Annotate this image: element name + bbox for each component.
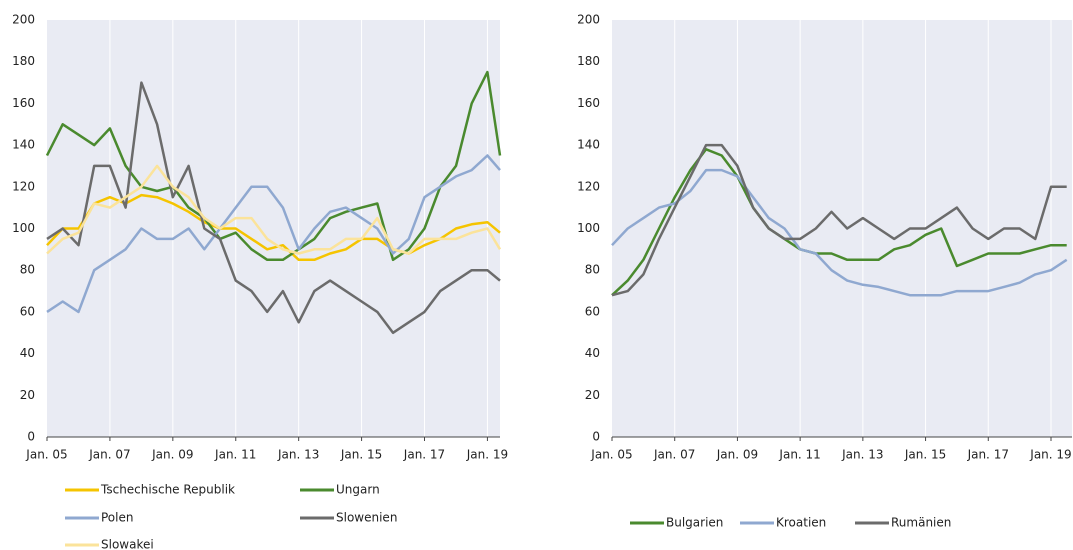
- x-tick-label: Jan. 15: [904, 448, 946, 462]
- y-tick-label: 180: [577, 54, 600, 68]
- series-line: [46, 154, 501, 314]
- series-line: [611, 143, 1067, 297]
- x-tick-label: Jan. 15: [340, 448, 382, 462]
- y-tick-label: 120: [577, 179, 600, 193]
- x-tick-label: Jan. 13: [277, 448, 319, 462]
- series-line: [46, 164, 502, 255]
- legend-label: Bulgarien: [666, 516, 723, 530]
- series-line: [611, 148, 1067, 297]
- y-tick-label: 20: [20, 388, 35, 402]
- x-tick-label: Jan. 13: [841, 448, 883, 462]
- plot-area: [612, 20, 1072, 437]
- x-tick-label: Jan. 17: [967, 448, 1009, 462]
- legend-label: Rumänien: [891, 516, 951, 530]
- y-tick-label: 100: [12, 221, 35, 235]
- y-tick-label: 0: [592, 430, 600, 444]
- y-tick-label: 60: [20, 304, 35, 318]
- x-tick-label: Jan. 05: [25, 448, 67, 462]
- x-tick-label: Jan. 05: [590, 448, 632, 462]
- plot-area: [47, 20, 500, 437]
- legend-label: Ungarn: [336, 483, 380, 497]
- series-line: [45, 70, 502, 262]
- series-line: [611, 168, 1068, 297]
- y-tick-label: 80: [585, 263, 600, 277]
- y-tick-label: 20: [585, 388, 600, 402]
- x-tick-label: Jan. 17: [403, 448, 445, 462]
- x-tick-label: Jan. 07: [88, 448, 130, 462]
- x-tick-label: Jan. 09: [151, 448, 193, 462]
- y-tick-label: 180: [12, 54, 35, 68]
- x-tick-label: Jan. 09: [716, 448, 758, 462]
- series-line: [46, 81, 501, 335]
- legend-label: Kroatien: [776, 516, 826, 530]
- y-tick-label: 200: [577, 13, 600, 27]
- x-tick-label: Jan. 11: [214, 448, 256, 462]
- y-tick-label: 80: [20, 263, 35, 277]
- x-tick-label: Jan. 07: [653, 448, 695, 462]
- y-tick-label: 160: [12, 96, 35, 110]
- y-tick-label: 60: [585, 304, 600, 318]
- x-tick-label: Jan. 19: [1029, 448, 1071, 462]
- y-tick-label: 40: [20, 346, 35, 360]
- legend-label: Polen: [101, 511, 133, 525]
- legend-label: Slowenien: [336, 511, 397, 525]
- legend-label: Slowakei: [101, 538, 154, 550]
- x-tick-label: Jan. 19: [466, 448, 508, 462]
- y-tick-label: 160: [577, 96, 600, 110]
- y-tick-label: 120: [12, 179, 35, 193]
- y-tick-label: 0: [27, 430, 35, 444]
- y-tick-label: 100: [577, 221, 600, 235]
- y-tick-label: 40: [585, 346, 600, 360]
- y-tick-label: 200: [12, 13, 35, 27]
- x-tick-label: Jan. 11: [778, 448, 820, 462]
- y-tick-label: 140: [577, 138, 600, 152]
- legend-label: Tschechische Republik: [100, 483, 235, 497]
- y-tick-label: 140: [12, 138, 35, 152]
